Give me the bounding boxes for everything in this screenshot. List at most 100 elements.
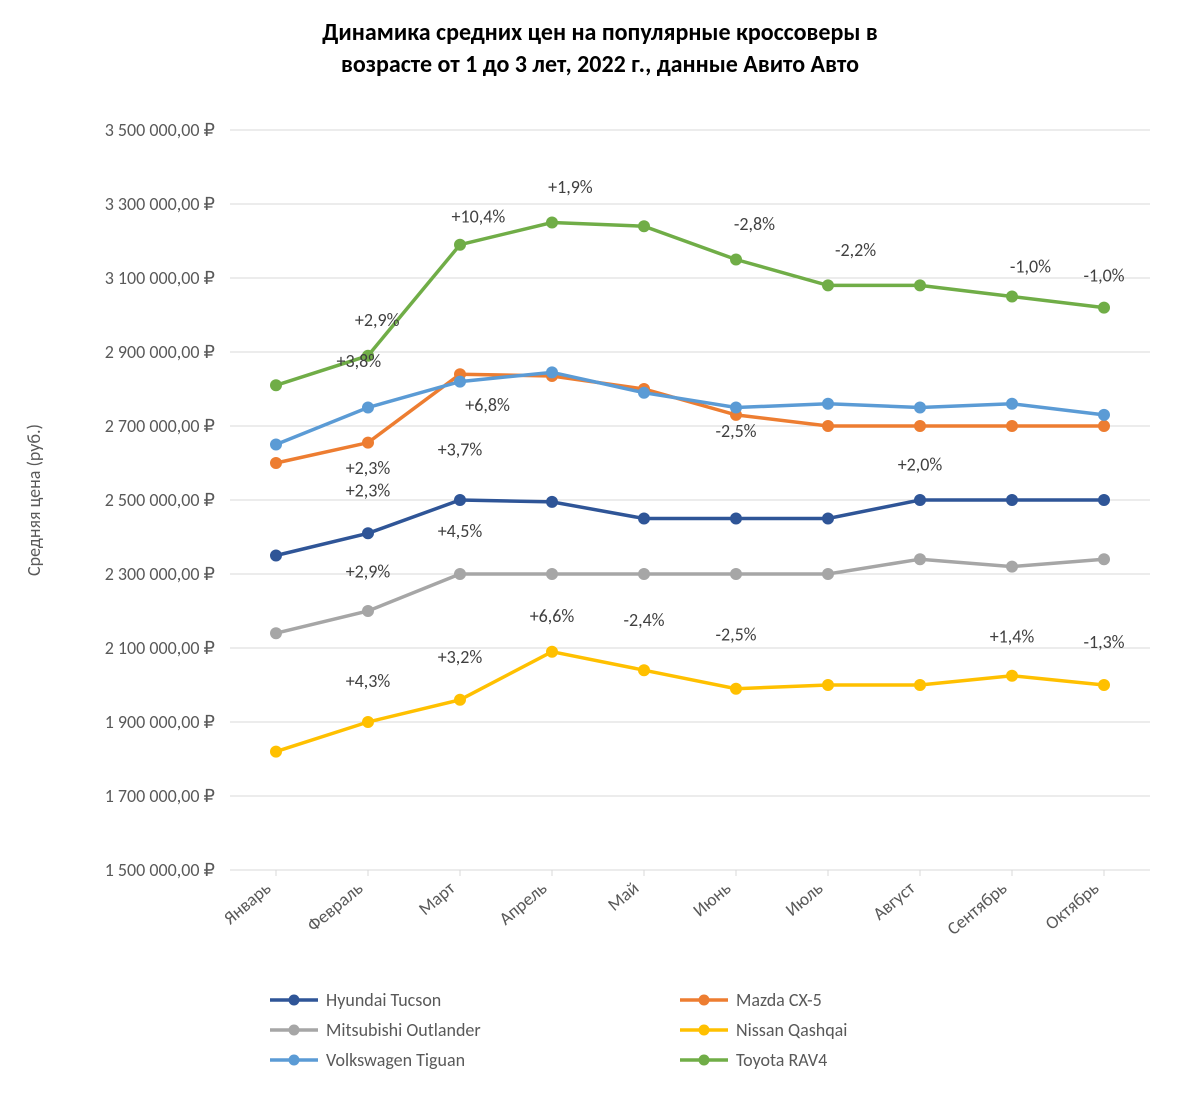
data-label: -2,5% xyxy=(715,420,756,442)
x-tick-label: Август xyxy=(868,877,919,925)
series-marker xyxy=(731,569,742,580)
series-marker xyxy=(639,569,650,580)
series-line xyxy=(276,559,1104,633)
legend-marker xyxy=(289,1025,300,1036)
legend-label: Mazda CX-5 xyxy=(736,989,822,1011)
legend-label: Hyundai Tucson xyxy=(326,989,441,1011)
y-tick-label: 1 700 000,00 ₽ xyxy=(105,785,215,807)
y-tick-label: 2 900 000,00 ₽ xyxy=(105,341,215,363)
series-marker xyxy=(1007,495,1018,506)
series-marker xyxy=(823,569,834,580)
series-marker xyxy=(639,665,650,676)
data-label: +2,3% xyxy=(346,479,391,501)
y-tick-label: 1 500 000,00 ₽ xyxy=(105,859,215,881)
series-marker xyxy=(455,569,466,580)
data-label: -2,4% xyxy=(623,609,664,631)
series-marker xyxy=(1099,409,1110,420)
legend-marker xyxy=(289,1055,300,1066)
data-label: -1,3% xyxy=(1083,631,1124,653)
series-line xyxy=(276,374,1104,463)
price-dynamics-chart: Динамика средних цен на популярные кросс… xyxy=(0,0,1200,1093)
series-marker xyxy=(915,495,926,506)
series-marker xyxy=(639,513,650,524)
legend-label: Volkswagen Tiguan xyxy=(326,1049,465,1071)
legend-marker xyxy=(699,1025,710,1036)
series-marker xyxy=(915,421,926,432)
legend-label: Toyota RAV4 xyxy=(736,1049,827,1071)
y-tick-label: 2 100 000,00 ₽ xyxy=(105,637,215,659)
series-marker xyxy=(731,254,742,265)
series-marker xyxy=(1007,291,1018,302)
series-marker xyxy=(639,221,650,232)
legend-label: Nissan Qashqai xyxy=(736,1019,847,1041)
legend-marker xyxy=(699,995,710,1006)
data-label: +3,2% xyxy=(438,646,483,668)
data-label: -2,2% xyxy=(835,239,876,261)
series-line xyxy=(276,652,1104,752)
series-marker xyxy=(1099,680,1110,691)
series-marker xyxy=(915,280,926,291)
data-label: +3,7% xyxy=(438,439,483,461)
legend-label: Mitsubishi Outlander xyxy=(326,1019,481,1041)
data-label: -1,0% xyxy=(1010,255,1051,277)
y-tick-label: 2 500 000,00 ₽ xyxy=(105,489,215,511)
series-marker xyxy=(915,680,926,691)
y-tick-label: 3 500 000,00 ₽ xyxy=(105,119,215,141)
series-marker xyxy=(547,646,558,657)
x-tick-label: Май xyxy=(603,877,643,916)
series-marker xyxy=(1007,670,1018,681)
series-marker xyxy=(1007,561,1018,572)
series-marker xyxy=(823,680,834,691)
data-label: +6,6% xyxy=(530,605,575,627)
data-label: +10,4% xyxy=(452,206,506,228)
series-marker xyxy=(271,439,282,450)
series-marker xyxy=(639,387,650,398)
data-label: +6,8% xyxy=(465,394,510,416)
series-marker xyxy=(915,554,926,565)
data-label: -1,0% xyxy=(1083,265,1124,287)
series-marker xyxy=(271,746,282,757)
x-tick-label: Июль xyxy=(781,877,827,921)
x-tick-label: Февраль xyxy=(303,877,368,936)
series-marker xyxy=(823,513,834,524)
series-marker xyxy=(823,280,834,291)
series-marker xyxy=(1099,421,1110,432)
y-axis-title: Средняя цена (руб.) xyxy=(23,424,45,576)
chart-title-line2: возрасте от 1 до 3 лет, 2022 г., данные … xyxy=(341,50,859,79)
data-label: +2,9% xyxy=(346,561,391,583)
series-marker xyxy=(1007,421,1018,432)
series-marker xyxy=(1099,302,1110,313)
series-marker xyxy=(455,694,466,705)
series-marker xyxy=(547,217,558,228)
x-tick-label: Октябрь xyxy=(1041,877,1104,935)
y-tick-label: 1 900 000,00 ₽ xyxy=(105,711,215,733)
data-label: +2,9% xyxy=(355,309,400,331)
series-line xyxy=(276,500,1104,556)
chart-title-line1: Динамика средних цен на популярные кросс… xyxy=(322,18,877,47)
y-tick-label: 2 300 000,00 ₽ xyxy=(105,563,215,585)
x-tick-label: Сентябрь xyxy=(943,877,1012,940)
data-label: -2,8% xyxy=(734,213,775,235)
series-marker xyxy=(547,569,558,580)
data-label: -2,5% xyxy=(715,624,756,646)
series-marker xyxy=(731,402,742,413)
series-line xyxy=(276,223,1104,386)
legend-marker xyxy=(699,1055,710,1066)
data-label: +2,3% xyxy=(346,457,391,479)
data-label: +4,5% xyxy=(438,520,483,542)
data-label: +4,3% xyxy=(346,670,391,692)
series-marker xyxy=(455,376,466,387)
x-tick-label: Апрель xyxy=(495,877,552,930)
data-label: +2,0% xyxy=(898,453,943,475)
series-marker xyxy=(731,513,742,524)
series-marker xyxy=(1007,398,1018,409)
data-label: +1,4% xyxy=(990,625,1035,647)
series-marker xyxy=(731,683,742,694)
y-tick-label: 2 700 000,00 ₽ xyxy=(105,415,215,437)
series-marker xyxy=(823,398,834,409)
series-marker xyxy=(915,402,926,413)
series-marker xyxy=(455,495,466,506)
series-marker xyxy=(363,528,374,539)
series-marker xyxy=(271,628,282,639)
series-marker xyxy=(455,239,466,250)
